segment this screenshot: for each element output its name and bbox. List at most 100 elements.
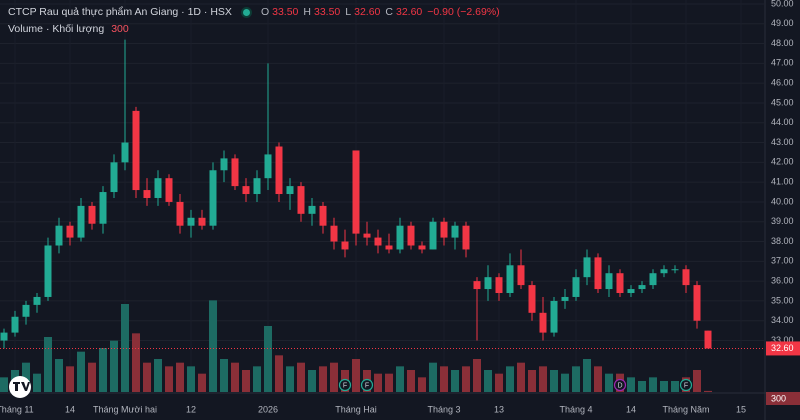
volume-bar	[594, 366, 602, 392]
volume-bar	[495, 373, 503, 392]
volume-badge-label: 300	[771, 393, 786, 403]
candle-body	[220, 158, 228, 171]
volume-bar	[517, 362, 525, 392]
candle-body	[352, 150, 360, 234]
volume-bar	[44, 337, 52, 392]
candle-body	[66, 225, 74, 238]
x-tick-label: 14	[626, 404, 636, 414]
y-tick-label: 44.00	[771, 117, 794, 127]
volume-bar	[704, 390, 712, 392]
y-tick-label: 38.00	[771, 236, 794, 246]
volume-bar	[176, 362, 184, 392]
candle-body	[506, 265, 514, 294]
price-badge-label: 32.60	[771, 343, 794, 353]
candle-body	[649, 273, 657, 286]
event-marker	[360, 378, 374, 392]
volume-bar	[231, 362, 239, 392]
volume-bar	[693, 370, 701, 392]
volume-bar	[286, 366, 294, 392]
candle-body	[154, 178, 162, 198]
volume-bar	[264, 326, 272, 392]
volume-bar	[484, 370, 492, 392]
candle-body	[671, 269, 679, 271]
candle-body	[341, 241, 349, 250]
candle-body	[495, 277, 503, 294]
volume-bar	[385, 373, 393, 392]
candle-body	[165, 178, 173, 202]
candle-body	[429, 221, 437, 250]
volume-bar	[638, 381, 646, 392]
volume-bar	[407, 370, 415, 392]
volume-bar	[473, 359, 481, 392]
candle-body	[275, 146, 283, 195]
volume-bar	[462, 366, 470, 392]
event-label: D	[617, 382, 622, 389]
event-marker	[613, 378, 627, 392]
volume-bar	[572, 366, 580, 392]
candle-body	[308, 205, 316, 214]
x-tick-label: 14	[65, 404, 75, 414]
volume-bar	[121, 304, 129, 392]
candle-body	[44, 245, 52, 297]
candle-body	[704, 330, 712, 349]
volume-bar	[187, 366, 195, 392]
candle-body	[594, 257, 602, 290]
candle-body	[121, 142, 129, 163]
y-tick-label: 49.00	[771, 18, 794, 28]
y-tick-label: 47.00	[771, 58, 794, 68]
volume-bar	[583, 359, 591, 392]
y-tick-label: 50.00	[771, 0, 794, 8]
candle-body	[660, 269, 668, 274]
volume-bar	[506, 366, 514, 392]
volume-bar	[561, 373, 569, 392]
volume-bar	[374, 373, 382, 392]
candle-body	[99, 192, 107, 224]
volume-bar	[132, 333, 140, 392]
candle-body	[682, 269, 690, 286]
legend-change: −0.90 (−2.69%)	[427, 6, 500, 18]
x-tick-label: Tháng Mười hai	[93, 404, 157, 414]
candle-body	[550, 300, 558, 333]
candle-body	[440, 221, 448, 238]
candle-body	[616, 273, 624, 294]
candle-body	[242, 186, 250, 195]
volume-bar	[308, 370, 316, 392]
legend-key: O	[260, 6, 270, 18]
volume-bar	[352, 359, 360, 392]
candle-body	[187, 217, 195, 226]
y-tick-label: 36.00	[771, 276, 794, 286]
volume-bar	[77, 351, 85, 392]
y-tick-label: 46.00	[771, 78, 794, 88]
legend-value: 32.60	[395, 6, 423, 18]
volume-bar	[330, 362, 338, 392]
volume-label: Volume · Khối lượng	[8, 23, 105, 35]
volume-bar	[220, 359, 228, 392]
volume-bar	[253, 366, 261, 392]
volume-bar	[627, 377, 635, 392]
volume-bar	[319, 366, 327, 392]
candle-body	[418, 245, 426, 250]
candle-body	[561, 296, 569, 301]
volume-bar	[671, 381, 679, 392]
candle-body	[132, 110, 140, 191]
candle-body	[143, 190, 151, 198]
volume-bar	[528, 370, 536, 392]
volume-bar	[242, 370, 250, 392]
candle-body	[330, 225, 338, 242]
volume-bar	[33, 373, 41, 392]
x-tick-label: Tháng 11	[0, 404, 34, 414]
volume-bar	[154, 359, 162, 392]
event-label: F	[684, 382, 688, 389]
volume-bar	[110, 340, 118, 392]
legend-key: C	[385, 6, 393, 18]
y-tick-label: 37.00	[771, 256, 794, 266]
x-tick-label: Tháng 4	[559, 404, 592, 414]
candle-body	[374, 237, 382, 246]
candle-body	[176, 201, 184, 226]
volume-bar	[99, 348, 107, 392]
status-dot	[240, 7, 252, 18]
candle-body	[385, 245, 393, 250]
candle-body	[539, 312, 547, 333]
